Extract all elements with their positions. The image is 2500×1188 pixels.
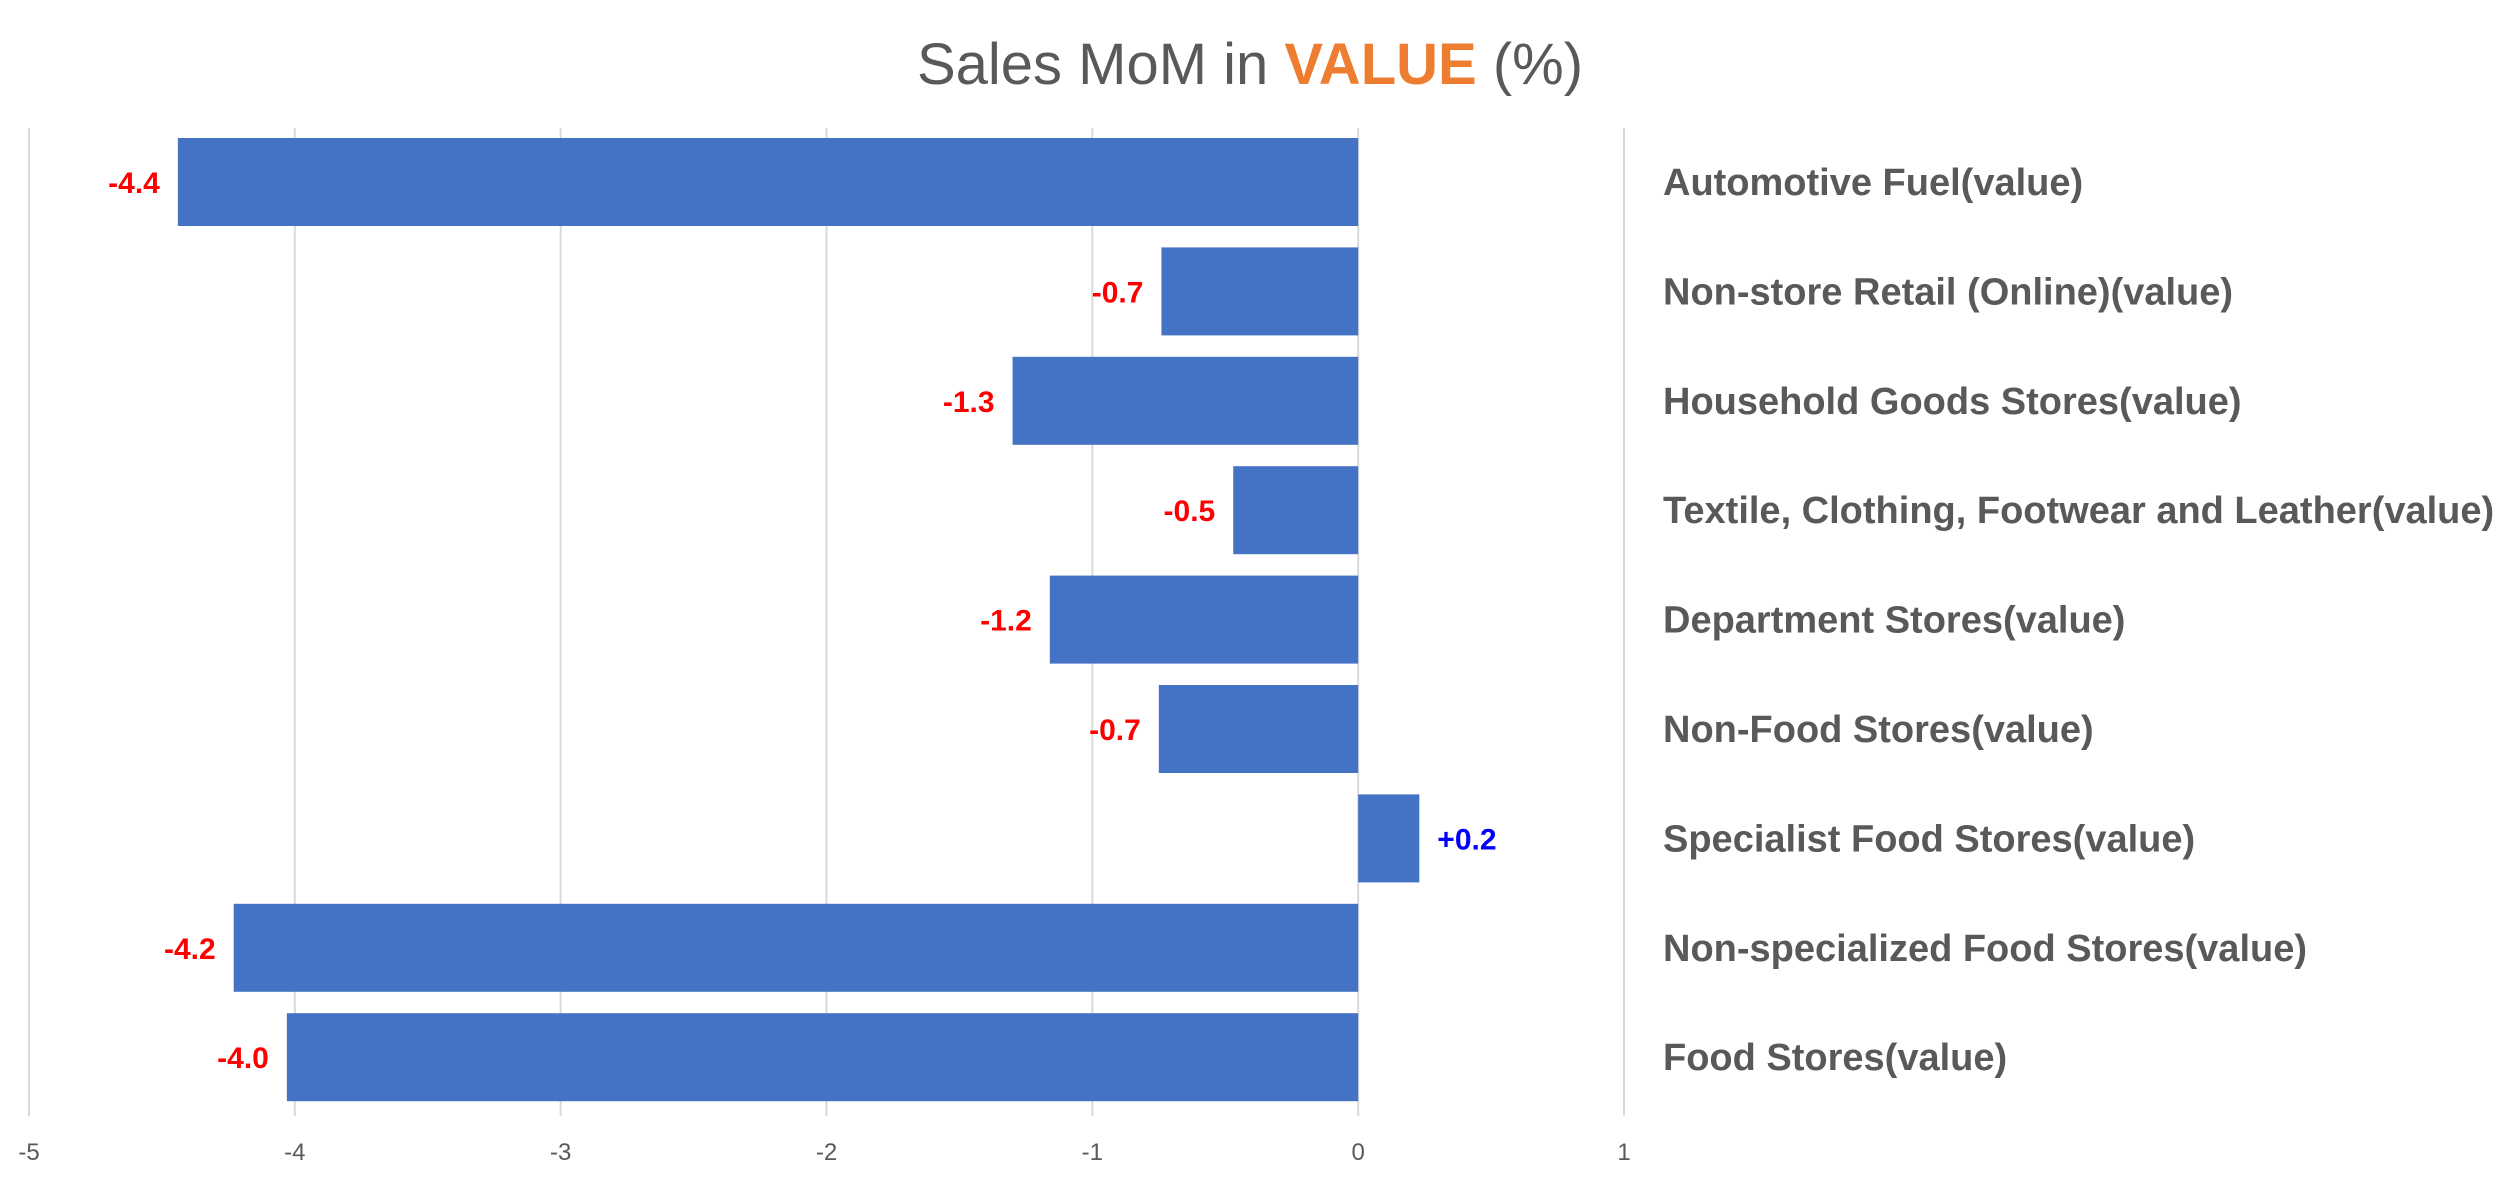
x-tick-label: 1 <box>1617 1139 1630 1166</box>
data-label: -4.2 <box>164 933 216 966</box>
x-tick-label: -4 <box>284 1139 305 1166</box>
x-tick-label: -3 <box>550 1139 571 1166</box>
category-label: Non-specialized Food Stores(value) <box>1663 928 2307 970</box>
x-tick-label: -5 <box>18 1139 39 1166</box>
data-label: -1.2 <box>980 605 1032 638</box>
data-label: -0.7 <box>1092 276 1144 309</box>
data-label: +0.2 <box>1437 823 1496 856</box>
bar <box>1161 247 1359 336</box>
x-tick-label: -1 <box>1082 1139 1103 1166</box>
category-label: Specialist Food Stores(value) <box>1663 818 2195 860</box>
chart-title: Sales MoM in VALUE (%) <box>917 32 1583 97</box>
title-prefix: Sales MoM in <box>917 32 1284 97</box>
category-label: Food Stores(value) <box>1663 1037 2007 1079</box>
title-suffix: (%) <box>1477 32 1583 97</box>
category-label: Automotive Fuel(value) <box>1663 162 2083 204</box>
bar <box>286 1013 1359 1102</box>
data-label: -4.4 <box>108 167 160 200</box>
category-label: Non-Food Stores(value) <box>1663 709 2094 751</box>
x-tick-label: 0 <box>1351 1139 1364 1166</box>
bar <box>1158 685 1359 773</box>
data-label: -4.0 <box>217 1042 269 1075</box>
bars <box>177 138 1420 1102</box>
title-highlight: VALUE <box>1284 32 1476 97</box>
data-label: -1.3 <box>943 386 995 419</box>
category-label: Non-store Retail (Online)(value) <box>1663 271 2233 313</box>
category-label: Textile, Clothing, Footwear and Leather(… <box>1663 490 2494 532</box>
x-tick-label: -2 <box>816 1139 837 1166</box>
data-label: -0.5 <box>1164 495 1216 528</box>
bar <box>1012 356 1359 445</box>
data-labels: -4.4 -0.7 -1.3 -0.5 -1.2 -0.7 +0.2 -4.2 -4.0 <box>108 167 1496 1075</box>
bar <box>233 903 1359 992</box>
x-axis-ticks: -5 -4 -3 -2 -1 0 1 <box>18 1139 1630 1166</box>
bar <box>1049 575 1359 664</box>
bar <box>177 138 1359 226</box>
category-label: Household Goods Stores(value) <box>1663 381 2242 423</box>
data-label: -0.7 <box>1089 714 1141 747</box>
bar <box>1233 466 1359 555</box>
category-label: Department Stores(value) <box>1663 600 2125 642</box>
category-labels: Automotive Fuel(value) Non-store Retail (… <box>1663 162 2494 1079</box>
bar <box>1358 794 1420 883</box>
